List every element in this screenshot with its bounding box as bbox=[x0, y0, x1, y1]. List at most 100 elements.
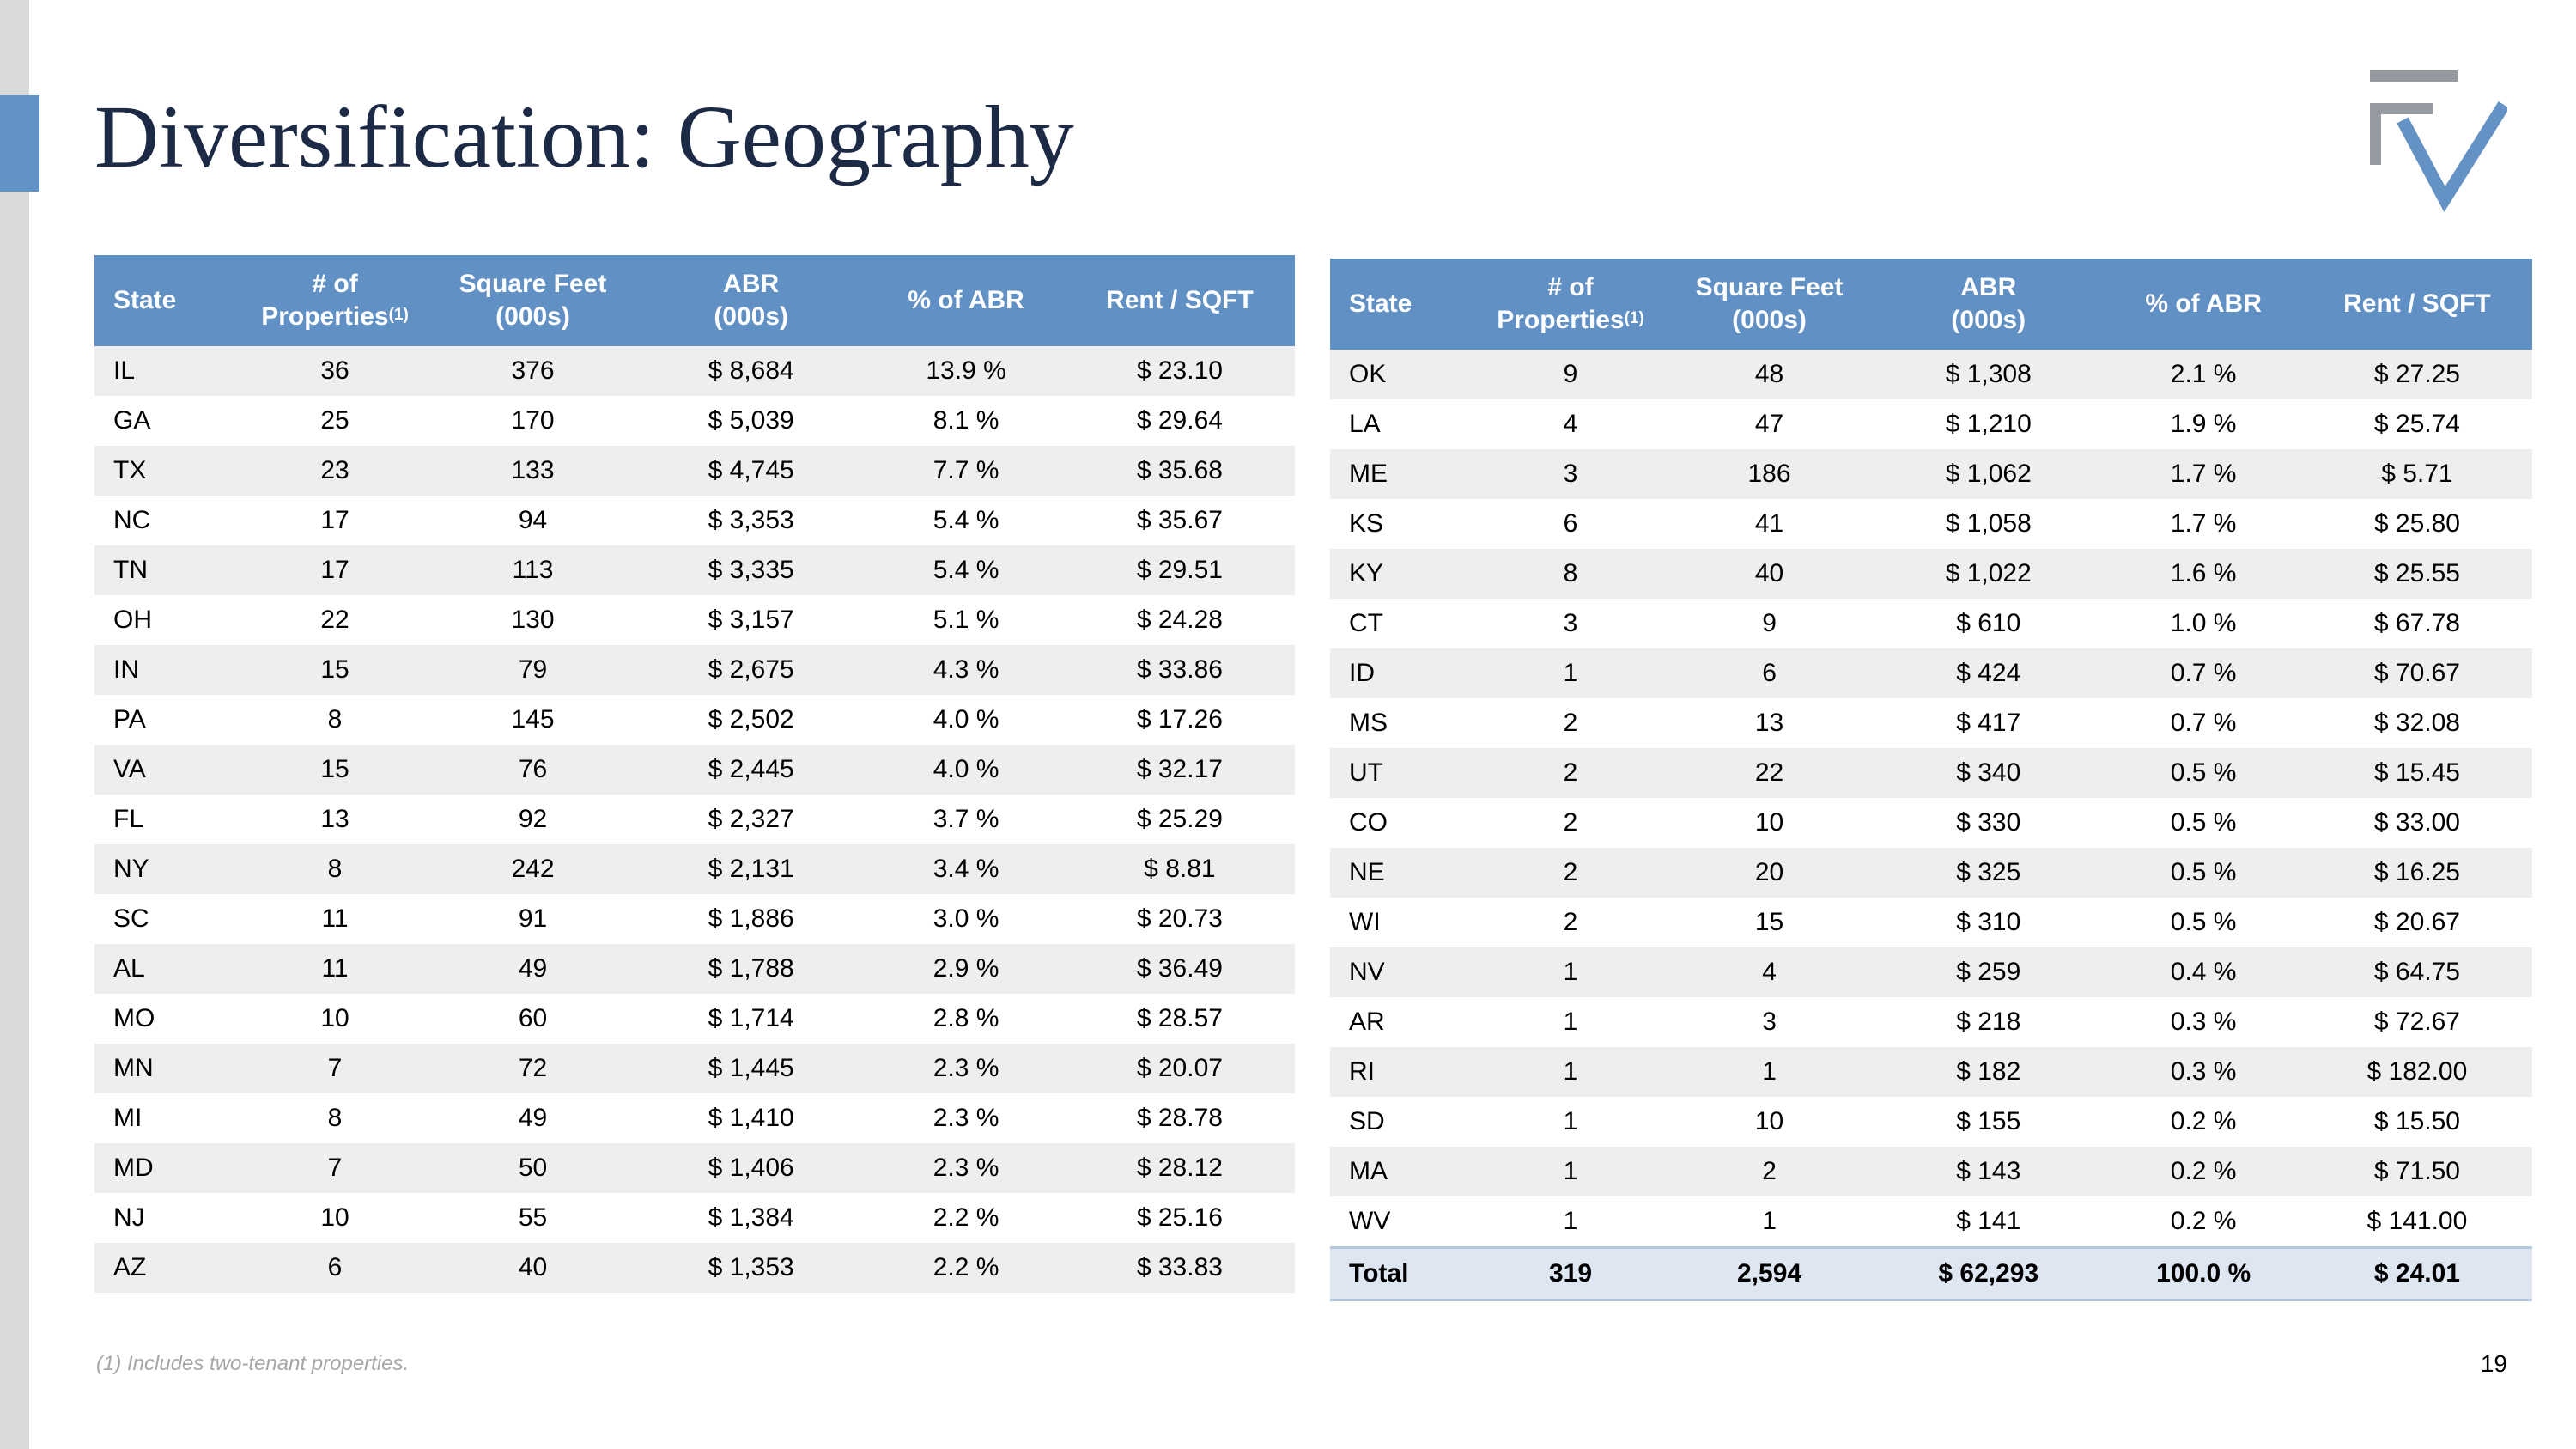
cell-abr: $ 310 bbox=[1872, 898, 2105, 947]
cell-rent-sqft: $ 25.16 bbox=[1064, 1193, 1295, 1243]
cell-abr: $ 141 bbox=[1872, 1196, 2105, 1248]
cell-square-feet: 48 bbox=[1667, 350, 1873, 399]
cell-rent-sqft: $ 15.50 bbox=[2301, 1097, 2532, 1147]
table-row: UT 2 22 $ 340 0.5 % $ 15.45 bbox=[1330, 748, 2532, 798]
cell-abr: $ 3,353 bbox=[634, 496, 868, 545]
cell-square-feet: 50 bbox=[431, 1143, 635, 1193]
cell-square-feet: 40 bbox=[1667, 549, 1873, 599]
table-row: CO 2 10 $ 330 0.5 % $ 33.00 bbox=[1330, 798, 2532, 848]
cell-abr: $ 259 bbox=[1872, 947, 2105, 997]
cell-rent-sqft: $ 33.86 bbox=[1064, 645, 1295, 695]
cell-pct-abr: 0.2 % bbox=[2105, 1196, 2302, 1248]
cell-square-feet: 145 bbox=[431, 695, 635, 745]
cell-properties: 8 bbox=[239, 695, 432, 745]
cell-pct-abr: 0.5 % bbox=[2105, 798, 2302, 848]
cell-rent-sqft: $ 28.57 bbox=[1064, 994, 1295, 1044]
cell-pct-abr: 0.5 % bbox=[2105, 848, 2302, 898]
cell-properties: 1 bbox=[1474, 648, 1667, 698]
cell-abr: $ 182 bbox=[1872, 1047, 2105, 1097]
cell-rent-sqft: $ 33.83 bbox=[1064, 1243, 1295, 1293]
cell-rent-sqft: $ 70.67 bbox=[2301, 648, 2532, 698]
cell-state: ID bbox=[1330, 648, 1474, 698]
cell-abr: $ 2,675 bbox=[634, 645, 868, 695]
cell-properties: 7 bbox=[239, 1143, 432, 1193]
cell-rent-sqft: $ 15.45 bbox=[2301, 748, 2532, 798]
cell-pct-abr: 2.3 % bbox=[867, 1143, 1065, 1193]
cell-state: SD bbox=[1330, 1097, 1474, 1147]
cell-rent-sqft: $ 36.49 bbox=[1064, 944, 1295, 994]
cell-properties: 15 bbox=[239, 745, 432, 795]
cell-properties: 23 bbox=[239, 446, 432, 496]
total-cell-abr: $ 62,293 bbox=[1872, 1246, 2105, 1301]
table-row: TX 23 133 $ 4,745 7.7 % $ 35.68 bbox=[94, 446, 1295, 496]
cell-abr: $ 1,410 bbox=[634, 1093, 868, 1143]
cell-rent-sqft: $ 33.00 bbox=[2301, 798, 2532, 848]
page-number: 19 bbox=[2480, 1350, 2507, 1377]
left-edge-band bbox=[0, 0, 29, 1449]
cell-state: WV bbox=[1330, 1196, 1474, 1248]
table-row: MS 2 13 $ 417 0.7 % $ 32.08 bbox=[1330, 698, 2532, 748]
cell-square-feet: 55 bbox=[431, 1193, 635, 1243]
cell-state: LA bbox=[1330, 399, 1474, 449]
total-row: Total 319 2,594 $ 62,293 100.0 % $ 24.01 bbox=[1330, 1246, 2532, 1301]
cell-pct-abr: 3.0 % bbox=[867, 894, 1065, 944]
cell-square-feet: 2 bbox=[1667, 1147, 1873, 1196]
cell-pct-abr: 2.2 % bbox=[867, 1193, 1065, 1243]
table-row: RI 1 1 $ 182 0.3 % $ 182.00 bbox=[1330, 1047, 2532, 1097]
cell-pct-abr: 1.7 % bbox=[2105, 449, 2302, 499]
cell-state: OH bbox=[94, 595, 240, 645]
col-header-abr: ABR (000s) bbox=[634, 255, 868, 346]
cell-pct-abr: 4.0 % bbox=[867, 695, 1065, 745]
cell-abr: $ 1,022 bbox=[1872, 549, 2105, 599]
cell-square-feet: 376 bbox=[431, 346, 635, 396]
cell-abr: $ 2,327 bbox=[634, 795, 868, 844]
cell-properties: 10 bbox=[239, 1193, 432, 1243]
cell-properties: 8 bbox=[239, 844, 432, 894]
cell-state: MN bbox=[94, 1044, 240, 1093]
cell-abr: $ 1,210 bbox=[1872, 399, 2105, 449]
cell-square-feet: 40 bbox=[431, 1243, 635, 1293]
cell-pct-abr: 0.4 % bbox=[2105, 947, 2302, 997]
cell-abr: $ 1,384 bbox=[634, 1193, 868, 1243]
col-header-square-feet-line2: (000s) bbox=[1732, 306, 1807, 334]
table-row: NE 2 20 $ 325 0.5 % $ 16.25 bbox=[1330, 848, 2532, 898]
cell-square-feet: 22 bbox=[1667, 748, 1873, 798]
table-row: WV 1 1 $ 141 0.2 % $ 141.00 bbox=[1330, 1196, 2532, 1248]
cell-pct-abr: 0.7 % bbox=[2105, 648, 2302, 698]
cell-abr: $ 4,745 bbox=[634, 446, 868, 496]
cell-state: CO bbox=[1330, 798, 1474, 848]
cell-abr: $ 3,157 bbox=[634, 595, 868, 645]
cell-abr: $ 8,684 bbox=[634, 346, 868, 396]
cell-rent-sqft: $ 25.55 bbox=[2301, 549, 2532, 599]
cell-rent-sqft: $ 29.64 bbox=[1064, 396, 1295, 446]
footnote-marker: (1) bbox=[1624, 309, 1644, 327]
cell-rent-sqft: $ 29.51 bbox=[1064, 545, 1295, 595]
cell-square-feet: 10 bbox=[1667, 1097, 1873, 1147]
table-body-left: IL 36 376 $ 8,684 13.9 % $ 23.10 GA 25 170 $ 5,03… bbox=[94, 346, 1295, 1293]
cell-pct-abr: 0.5 % bbox=[2105, 898, 2302, 947]
cell-rent-sqft: $ 8.81 bbox=[1064, 844, 1295, 894]
cell-properties: 17 bbox=[239, 496, 432, 545]
cell-abr: $ 2,445 bbox=[634, 745, 868, 795]
total-cell-rent-sqft: $ 24.01 bbox=[2301, 1246, 2532, 1301]
cell-square-feet: 91 bbox=[431, 894, 635, 944]
cell-properties: 2 bbox=[1474, 748, 1667, 798]
table-row: IL 36 376 $ 8,684 13.9 % $ 23.10 bbox=[94, 346, 1295, 396]
cell-rent-sqft: $ 17.26 bbox=[1064, 695, 1295, 745]
table-row: SD 1 10 $ 155 0.2 % $ 15.50 bbox=[1330, 1097, 2532, 1147]
cell-abr: $ 155 bbox=[1872, 1097, 2105, 1147]
cell-square-feet: 72 bbox=[431, 1044, 635, 1093]
cell-properties: 13 bbox=[239, 795, 432, 844]
cell-state: MD bbox=[94, 1143, 240, 1193]
table-row: LA 4 47 $ 1,210 1.9 % $ 25.74 bbox=[1330, 399, 2532, 449]
cell-square-feet: 9 bbox=[1667, 599, 1873, 648]
cell-state: CT bbox=[1330, 599, 1474, 648]
cell-state: MI bbox=[94, 1093, 240, 1143]
cell-abr: $ 1,353 bbox=[634, 1243, 868, 1293]
cell-state: TX bbox=[94, 446, 240, 496]
cell-square-feet: 10 bbox=[1667, 798, 1873, 848]
cell-rent-sqft: $ 25.29 bbox=[1064, 795, 1295, 844]
cell-rent-sqft: $ 28.12 bbox=[1064, 1143, 1295, 1193]
table-row: TN 17 113 $ 3,335 5.4 % $ 29.51 bbox=[94, 545, 1295, 595]
cell-pct-abr: 1.9 % bbox=[2105, 399, 2302, 449]
